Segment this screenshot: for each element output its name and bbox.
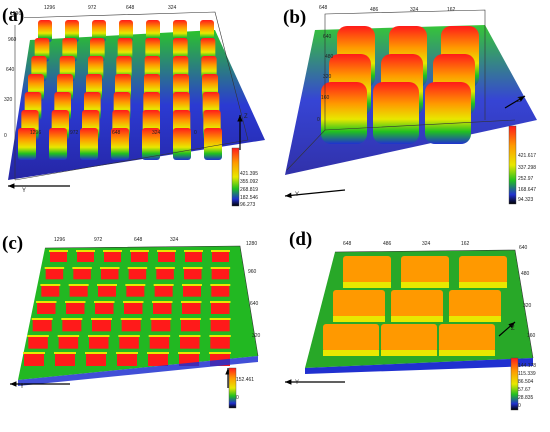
top-tick: 648: [319, 5, 328, 11]
colorbar-label: 115.339: [518, 371, 536, 377]
left-tick: 1296: [10, 11, 22, 17]
bottom-tick: 972: [70, 130, 79, 136]
colorbar-label: 355.092: [240, 179, 259, 185]
colorbar-label: 152.461: [236, 377, 255, 383]
left-tick: 160: [321, 95, 330, 101]
left-tick: 0: [317, 117, 320, 123]
colorbar-label: 28.835: [518, 395, 534, 401]
right-tick: 480: [521, 271, 530, 277]
top-tick: 1296: [44, 5, 56, 11]
panel-b: (b) 648 486 324 162 640 480 320 160 0 Z …: [275, 0, 550, 210]
right-tick: 160: [527, 333, 536, 339]
left-tick: 640: [323, 34, 332, 40]
colorbar-label: 268.819: [240, 187, 259, 193]
right-tick: 640: [519, 245, 528, 251]
colorbar-label: 94.323: [518, 197, 534, 203]
right-tick: 960: [248, 269, 257, 275]
right-tick: 320: [252, 333, 261, 339]
panel-c: (c) 1296 972 648 324 1280 960 640 320 Y …: [0, 218, 272, 432]
z-axis-label: Z: [244, 114, 248, 120]
z-axis-label: Z: [511, 326, 515, 332]
colorbar-label: 337.298: [518, 165, 537, 171]
right-tick: 640: [250, 301, 259, 307]
bottom-tick: 1296: [30, 130, 42, 136]
colorbar-label: 57.67: [518, 387, 531, 393]
bottom-tick: 0: [194, 130, 197, 136]
colorbar-label: 182.546: [240, 195, 259, 201]
top-tick: 648: [126, 5, 135, 11]
colorbar-label: 96.273: [240, 202, 256, 208]
surface-plot-d: [285, 249, 534, 411]
panel-label-d: (d): [289, 229, 313, 250]
surface-plot-a: [8, 11, 265, 207]
panel-a: (a) 1296 972 648 324 1296 960 640 320 0 …: [0, 0, 272, 210]
panel-label-b: (b): [283, 7, 307, 28]
y-axis-label: Y: [295, 192, 300, 198]
colorbar-label: 421.617: [518, 153, 537, 159]
top-tick: 648: [134, 237, 143, 243]
colorbar-label: 0: [236, 395, 239, 401]
left-tick: 320: [323, 74, 332, 80]
colorbar-label: 144.178: [518, 363, 537, 369]
top-tick: 972: [94, 237, 103, 243]
colorbar-label: 252.97: [518, 176, 534, 182]
bottom-tick: 324: [152, 130, 161, 136]
top-tick: 648: [343, 241, 352, 247]
top-tick: 486: [383, 241, 392, 247]
surface-plot-c: [10, 245, 259, 409]
left-tick: 960: [8, 37, 17, 43]
z-axis-label: Z: [517, 98, 521, 104]
y-axis-label: Y: [20, 384, 25, 390]
top-tick: 324: [168, 5, 177, 11]
top-tick: 162: [461, 241, 470, 247]
top-tick: 324: [410, 7, 419, 13]
y-axis-label: Y: [22, 188, 27, 194]
panel-d: (d) 648 486 324 162 640 480 320 160 Z Y …: [275, 218, 550, 432]
top-tick: 1296: [54, 237, 66, 243]
bottom-tick: 648: [112, 130, 121, 136]
panel-label-a: (a): [2, 5, 25, 26]
panel-label-c: (c): [2, 233, 24, 254]
top-tick: 324: [170, 237, 179, 243]
top-tick: 972: [88, 5, 97, 11]
right-tick: 1280: [246, 241, 258, 247]
left-tick: 0: [4, 133, 7, 139]
top-tick: 486: [370, 7, 379, 13]
colorbar-label: 86.504: [518, 379, 534, 385]
left-tick: 640: [6, 67, 15, 73]
y-axis-label: Y: [295, 380, 300, 386]
surface-plot-b: [284, 9, 537, 205]
colorbar-label: 168.647: [518, 187, 537, 193]
colorbar-label: 421.395: [240, 171, 259, 177]
top-tick: 324: [422, 241, 431, 247]
top-tick: 162: [447, 7, 456, 13]
right-tick: 320: [523, 303, 532, 309]
left-tick: 480: [325, 54, 334, 60]
left-tick: 320: [4, 97, 13, 103]
colorbar-label: 0: [518, 403, 521, 409]
